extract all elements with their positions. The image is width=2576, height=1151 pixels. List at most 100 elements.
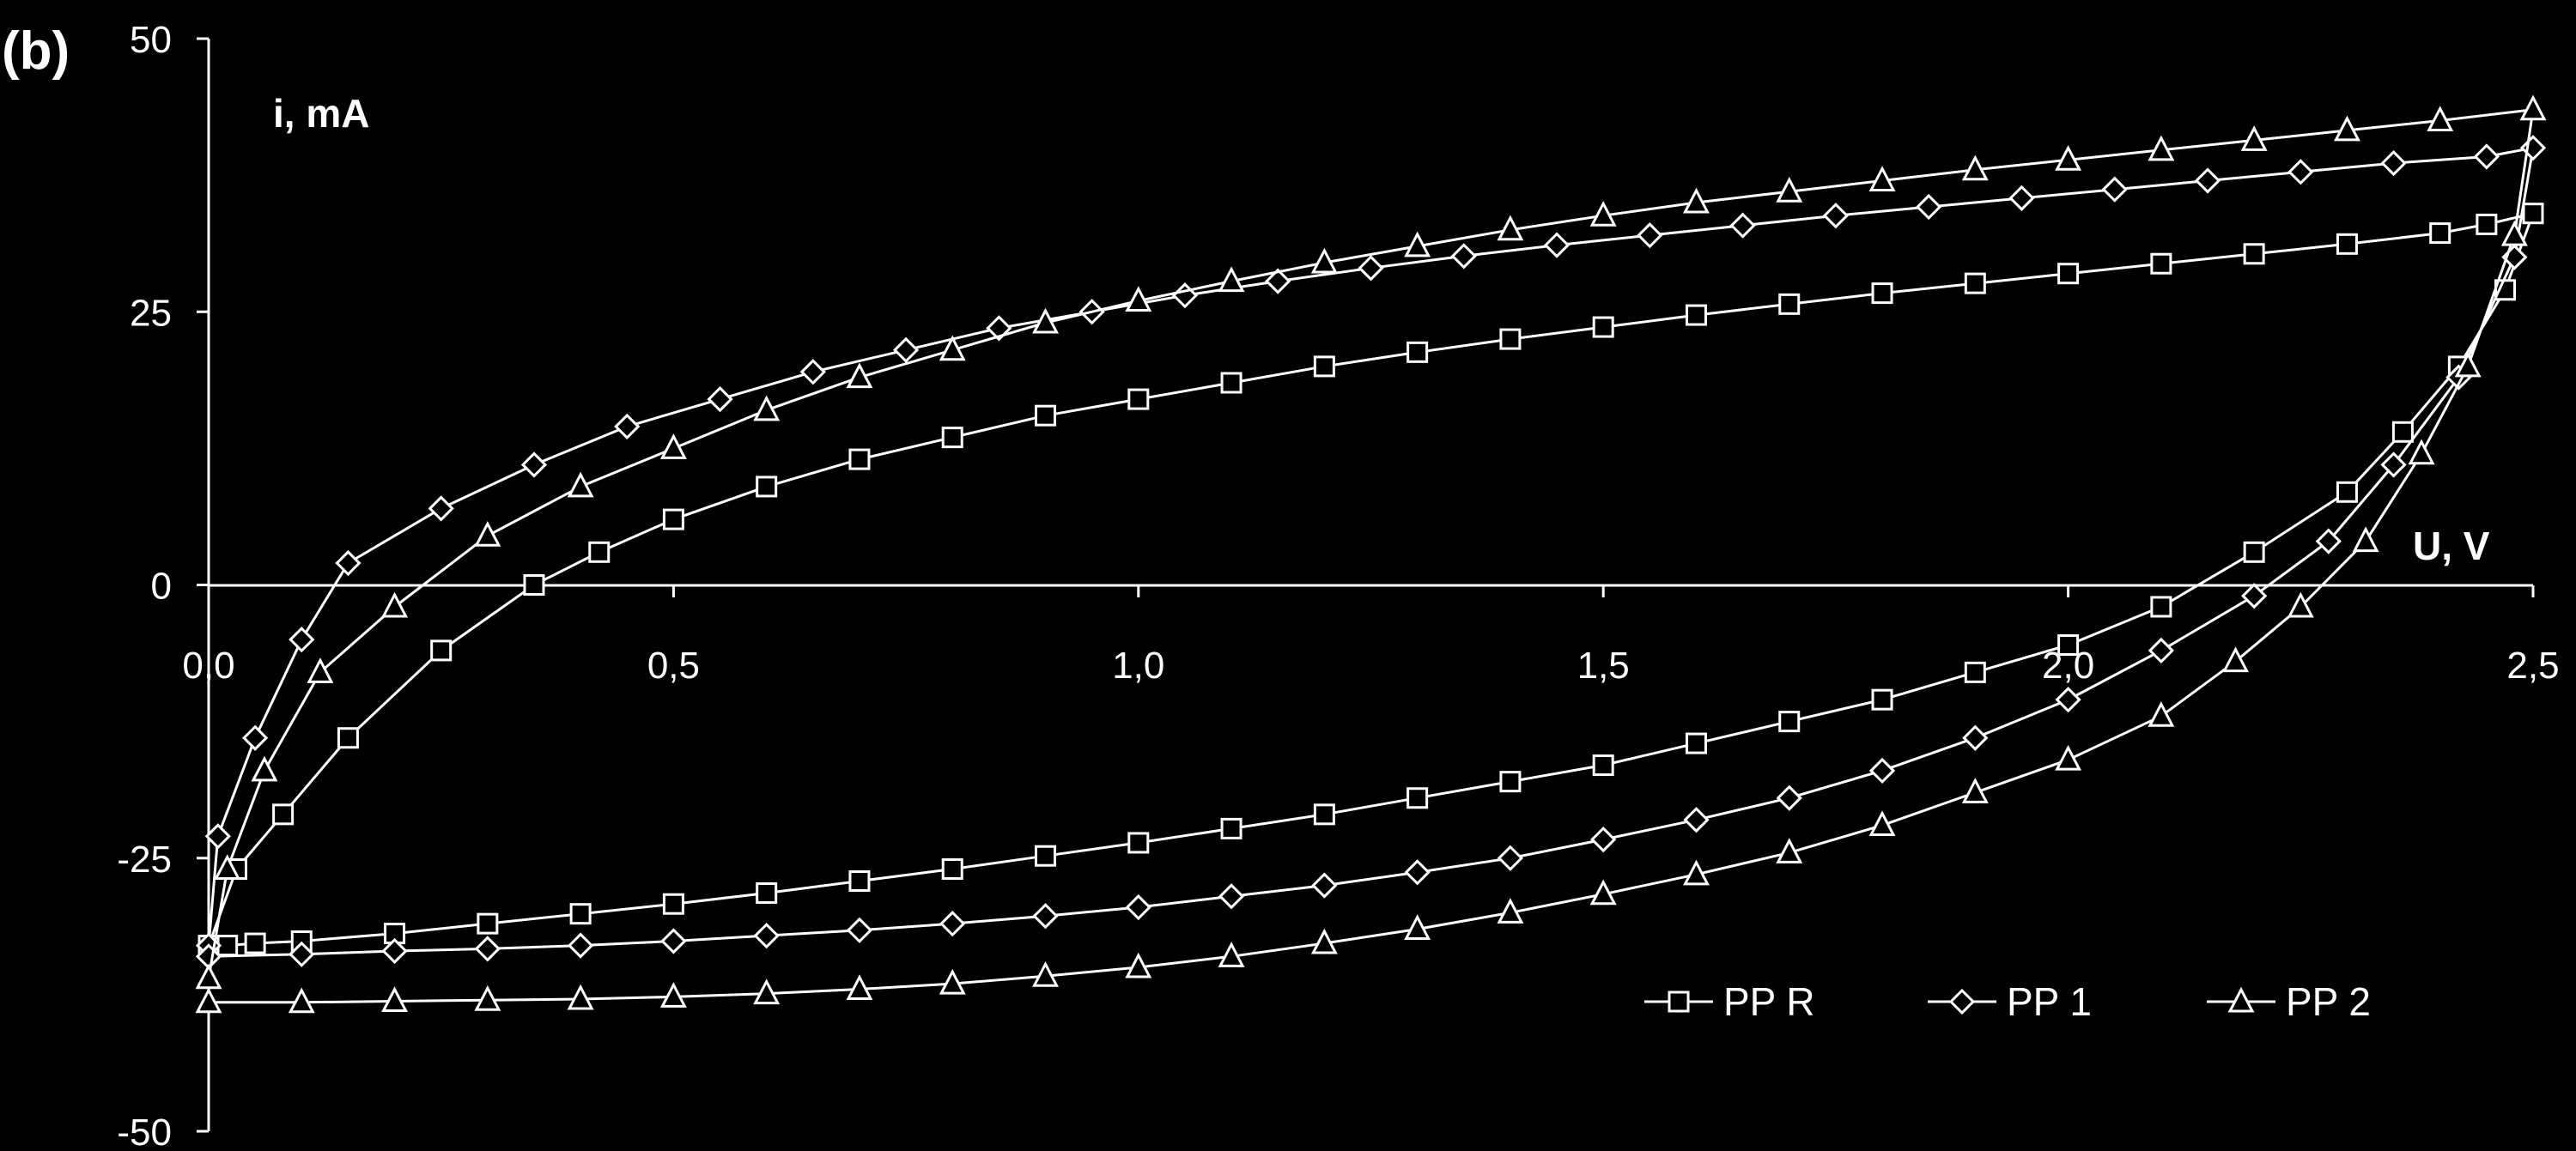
data-point: [1311, 872, 1338, 899]
data-point: [335, 549, 361, 577]
data-point: [662, 508, 684, 530]
series-diamond: [195, 135, 2547, 970]
data-point: [848, 448, 871, 470]
data-point: [2150, 252, 2172, 275]
data-point: [474, 936, 501, 962]
data-point: [1218, 942, 1245, 967]
data-point: [1358, 255, 1384, 282]
data-point: [1592, 754, 1614, 777]
data-point: [660, 928, 687, 954]
data-point: [195, 987, 222, 1014]
data-point: [846, 917, 873, 943]
data-point: [1450, 243, 1477, 270]
data-point: [520, 451, 548, 478]
data-point: [1961, 154, 1989, 181]
y-axis-ticks: 50 25 0 -25 -50: [117, 19, 209, 1151]
data-point: [1218, 883, 1245, 910]
data-point: [381, 986, 409, 1013]
data-point: [289, 941, 315, 967]
data-point: [892, 336, 920, 363]
data-point: [2057, 634, 2080, 657]
data-point: [381, 937, 408, 965]
data-point: [1543, 232, 1571, 258]
data-point: [1313, 803, 1335, 826]
data-point: [1637, 222, 1663, 249]
data-point: [1499, 771, 1522, 793]
data-point: [1964, 661, 1986, 683]
data-point: [659, 433, 687, 459]
data-point: [1592, 316, 1614, 338]
legend-item: PP R: [1644, 979, 1815, 1024]
y-tick-label: 25: [130, 292, 172, 334]
data-point: [2380, 150, 2407, 177]
data-point: [2522, 203, 2544, 225]
x-tick-label: 0,0: [182, 645, 234, 687]
data-point: [474, 984, 501, 1011]
legend-marker: [1948, 988, 1976, 1015]
legend-label: PP R: [1723, 979, 1815, 1024]
data-point: [2194, 167, 2221, 194]
data-point: [2336, 481, 2358, 503]
data-point: [1404, 859, 1431, 886]
data-point: [1871, 688, 1893, 711]
series-line: [207, 146, 2535, 958]
data-point: [430, 639, 453, 662]
data-point: [1776, 784, 1802, 811]
x-tick-label: 1,0: [1112, 645, 1164, 687]
x-axis-label: U, V: [2413, 524, 2490, 568]
data-point: [1497, 898, 1524, 924]
series-layer: [195, 94, 2547, 1014]
data-point: [2427, 106, 2454, 131]
data-point: [2287, 159, 2314, 185]
series-triangle: [195, 94, 2547, 1014]
data-point: [939, 968, 966, 995]
data-point: [659, 982, 687, 1008]
data-point: [2055, 145, 2082, 171]
data-point: [567, 471, 594, 498]
data-point: [1406, 787, 1429, 809]
data-point: [1032, 903, 1059, 930]
data-point: [2148, 135, 2175, 161]
data-point: [1127, 832, 1150, 854]
data-point: [2408, 439, 2435, 465]
data-point: [1589, 200, 1617, 227]
data-point: [1685, 304, 1707, 326]
data-point: [1962, 724, 1989, 751]
data-point: [2222, 646, 2249, 673]
y-tick-label: 0: [151, 566, 172, 608]
data-point: [1683, 807, 1710, 833]
data-point: [756, 476, 778, 498]
y-axis-label: i, mA: [273, 91, 369, 136]
data-point: [1868, 757, 1896, 784]
data-point: [2148, 637, 2175, 664]
data-point: [2287, 591, 2314, 618]
data-point: [1729, 212, 1756, 239]
data-point: [846, 362, 873, 389]
data-point: [2352, 526, 2379, 553]
data-point: [1497, 215, 1524, 241]
legend-item: PP 2: [2207, 979, 2371, 1024]
data-point: [1683, 187, 1710, 214]
legend-item: PP 1: [1928, 979, 2092, 1024]
data-point: [753, 395, 781, 421]
data-point: [1032, 960, 1059, 987]
data-point: [1776, 176, 1803, 203]
data-point: [753, 923, 780, 949]
data-point: [2380, 451, 2407, 478]
data-point: [251, 755, 278, 782]
data-point: [2519, 94, 2547, 121]
data-point: [1589, 879, 1617, 906]
data-point: [1125, 894, 1151, 921]
data-point: [2055, 744, 2082, 771]
data-point: [214, 854, 241, 880]
data-point: [2241, 583, 2268, 609]
data-point: [1683, 859, 1710, 886]
data-point: [1778, 293, 1801, 315]
data-point: [588, 541, 611, 563]
data-point: [428, 495, 454, 522]
x-tick-label: 1,5: [1577, 645, 1630, 687]
data-point: [2391, 421, 2414, 443]
data-point: [1499, 328, 1522, 350]
data-point: [1964, 272, 1986, 294]
